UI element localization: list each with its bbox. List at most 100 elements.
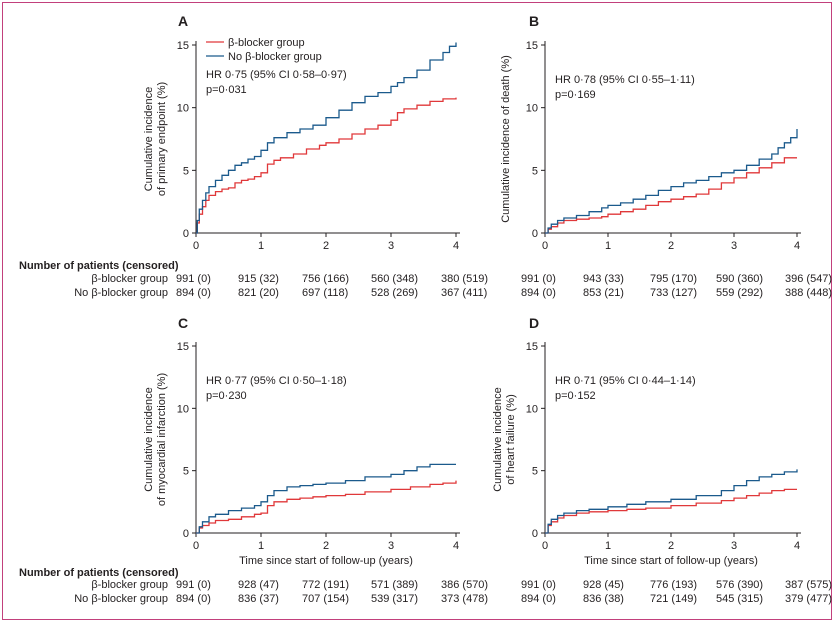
series-no-beta-blocker: [196, 463, 456, 534]
series-beta-blocker: [196, 97, 457, 234]
y-axis-label-line: of primary endpoint (%): [156, 82, 168, 196]
hr-annotation: p=0·152: [555, 390, 596, 402]
y-axis-label-line: Cumulative incidence: [492, 387, 504, 492]
panel-letter: D: [529, 315, 539, 331]
x-tick-label: 4: [453, 540, 459, 552]
panel-c: C 0 5 10 15 0 1 2 3 4 Cumulative incidenceof myoca…: [74, 315, 488, 605]
panel-a: A 0 5 10 15 0 1 2 3 4 Cumulative incidenceof prima…: [74, 13, 488, 299]
table-cell: 576 (390): [716, 579, 763, 591]
table-cell: 733 (127): [650, 287, 697, 299]
table-header-top: Number of patients (censored): [19, 260, 179, 272]
x-tick-label: 1: [605, 540, 611, 552]
series-beta-blocker: [545, 157, 797, 234]
y-tick-label: 10: [177, 103, 189, 115]
x-tick-label: 0: [193, 240, 199, 252]
table-cell: 396 (547): [785, 273, 832, 285]
y-tick-label: 5: [532, 466, 538, 478]
y-tick-label: 0: [183, 228, 189, 240]
y-axis-label-line: of heart failure (%): [505, 394, 517, 484]
series-beta-blocker: [196, 480, 457, 534]
x-tick-label: 4: [453, 240, 459, 252]
x-tick-label: 2: [668, 540, 674, 552]
y-tick-label: 0: [532, 228, 538, 240]
x-tick-label: 2: [323, 540, 329, 552]
legend-label: No β-blocker group: [228, 51, 322, 63]
y-tick-label: 5: [532, 165, 538, 177]
table-cell: 853 (21): [583, 287, 624, 299]
table-cell: 991 (0): [521, 273, 556, 285]
x-tick-label: 2: [668, 240, 674, 252]
y-tick-label: 5: [183, 165, 189, 177]
table-cell: 836 (37): [238, 593, 279, 605]
series-no-beta-blocker: [545, 129, 798, 234]
x-tick-label: 2: [323, 240, 329, 252]
table-cell: 991 (0): [176, 579, 211, 591]
x-tick-label: 1: [258, 240, 264, 252]
table-cell: 707 (154): [302, 593, 349, 605]
table-row-label: No β-blocker group: [74, 287, 168, 299]
y-axis-label-line: Cumulative incidence of death (%): [500, 55, 512, 223]
table-cell: 697 (118): [302, 287, 348, 299]
table-cell: 545 (315): [716, 593, 763, 605]
table-cell: 388 (448): [785, 287, 832, 299]
panel-letter: C: [178, 315, 188, 331]
y-axis-label-line: of myocardial infarction (%): [156, 373, 168, 506]
table-cell: 915 (32): [238, 273, 279, 285]
table-cell: 928 (47): [238, 579, 279, 591]
x-tick-label: 1: [605, 240, 611, 252]
y-tick-label: 5: [183, 466, 189, 478]
panel-letter: B: [529, 13, 539, 29]
panel-d: D 0 5 10 15 0 1 2 3 4 Cumulative incidenceof heart…: [492, 315, 832, 605]
x-tick-label: 0: [542, 540, 548, 552]
table-cell: 772 (191): [302, 579, 349, 591]
y-tick-label: 15: [177, 40, 189, 52]
y-tick-label: 0: [183, 528, 189, 540]
y-tick-label: 0: [532, 528, 538, 540]
y-axis-label-line: Cumulative incidence: [143, 87, 155, 192]
table-cell: 528 (269): [371, 287, 418, 299]
y-tick-label: 10: [526, 403, 538, 415]
hr-annotation: p=0·230: [206, 390, 247, 402]
table-cell: 560 (348): [371, 273, 418, 285]
x-tick-label: 3: [388, 540, 394, 552]
table-cell: 894 (0): [176, 593, 211, 605]
table-cell: 821 (20): [238, 287, 279, 299]
table-cell: 795 (170): [650, 273, 697, 285]
hr-annotation: p=0·169: [555, 89, 596, 101]
table-cell: 386 (570): [441, 579, 488, 591]
table-row-label: No β-blocker group: [74, 593, 168, 605]
x-tick-label: 0: [542, 240, 548, 252]
x-axis-title: Time since start of follow-up (years): [584, 555, 758, 567]
table-cell: 894 (0): [521, 287, 556, 299]
table-cell: 539 (317): [371, 593, 418, 605]
legend-label: β-blocker group: [228, 37, 305, 49]
table-cell: 894 (0): [521, 593, 556, 605]
table-row-label: β-blocker group: [91, 579, 168, 591]
y-tick-label: 15: [526, 341, 538, 353]
hr-annotation: HR 0·75 (95% CI 0·58–0·97): [206, 69, 347, 81]
y-tick-label: 15: [526, 40, 538, 52]
x-tick-label: 4: [794, 240, 800, 252]
table-cell: 590 (360): [716, 273, 763, 285]
x-axis-title: Time since start of follow-up (years): [239, 555, 413, 567]
y-tick-label: 15: [177, 341, 189, 353]
table-cell: 380 (519): [441, 273, 488, 285]
y-tick-label: 10: [526, 103, 538, 115]
hr-annotation: HR 0·71 (95% CI 0·44–1·14): [555, 375, 696, 387]
y-axis-label: Cumulative incidenceof myocardial infarc…: [143, 373, 168, 506]
table-cell: 928 (45): [583, 579, 624, 591]
x-tick-label: 3: [731, 240, 737, 252]
table-header-bottom: Number of patients (censored): [19, 567, 179, 579]
y-axis-label: Cumulative incidenceof primary endpoint …: [143, 82, 168, 196]
panel-b: B 0 5 10 15 0 1 2 3 4 Cumulative incidence of deat…: [500, 13, 832, 299]
table-cell: 943 (33): [583, 273, 624, 285]
table-cell: 836 (38): [583, 593, 624, 605]
table-cell: 387 (575): [785, 579, 832, 591]
x-tick-label: 1: [258, 540, 264, 552]
table-row-label: β-blocker group: [91, 273, 168, 285]
table-cell: 379 (477): [785, 593, 832, 605]
x-tick-label: 4: [794, 540, 800, 552]
table-cell: 721 (149): [650, 593, 697, 605]
y-axis-label: Cumulative incidence of death (%): [500, 55, 512, 223]
